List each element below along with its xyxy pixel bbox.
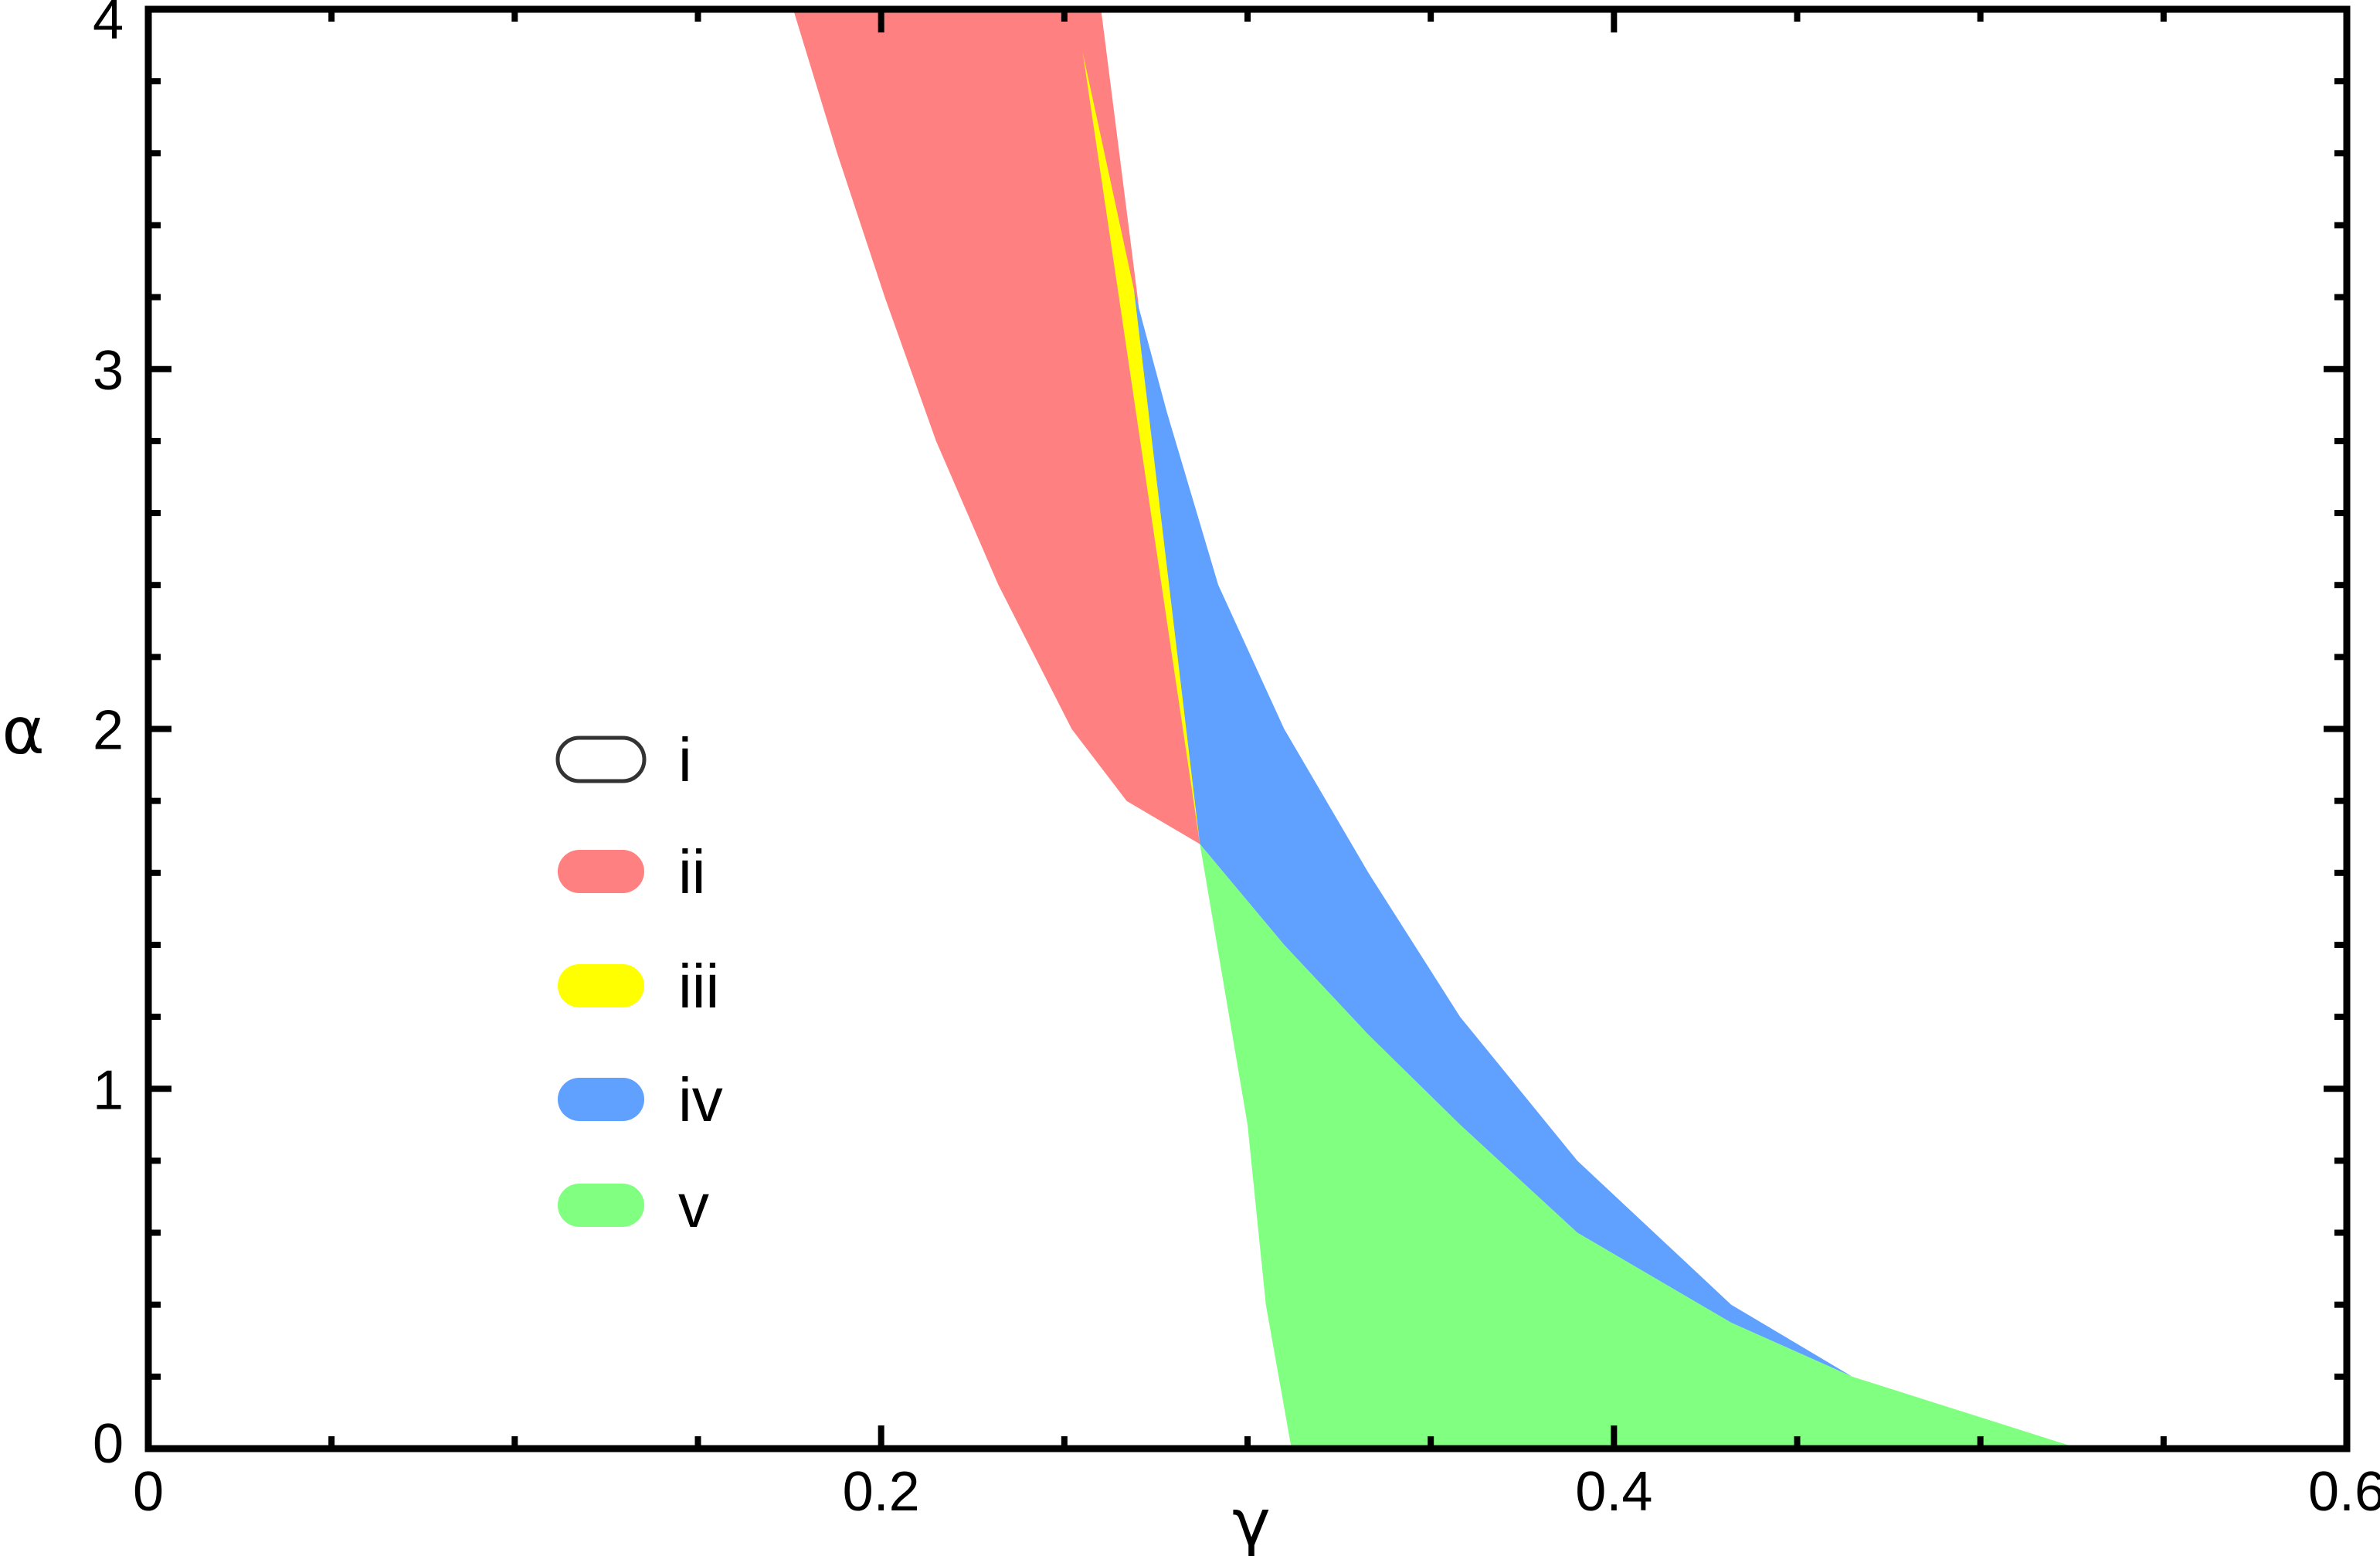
- legend-label-i: i: [678, 725, 692, 794]
- x-tick-label: 0.6: [2308, 1461, 2380, 1523]
- y-tick-label: 2: [93, 700, 124, 762]
- y-axis-title: α: [2, 693, 44, 769]
- legend-swatch-ii: [558, 850, 644, 893]
- legend-label-v: v: [678, 1171, 709, 1240]
- y-tick-label: 1: [93, 1059, 124, 1121]
- x-tick-label: 0.2: [843, 1461, 920, 1523]
- plot-frame: [144, 5, 2351, 1452]
- legend-swatch-iii: [558, 964, 644, 1007]
- legend-label-ii: ii: [678, 837, 706, 906]
- y-tick-label: 0: [93, 1413, 124, 1475]
- legend-swatch-i: [555, 736, 647, 783]
- x-tick-label: 0: [133, 1461, 164, 1523]
- region-iii: [1082, 52, 1200, 844]
- legend-swatch-iv: [558, 1078, 644, 1121]
- x-tick-label: 0.4: [1575, 1461, 1652, 1523]
- tick-labels: 0 0.2 0.4 0.6 0 1 2 3 4: [93, 0, 2380, 1523]
- region-ii: [793, 9, 1200, 844]
- x-axis-title: γ: [1232, 1485, 1271, 1556]
- y-tick-label: 4: [93, 0, 124, 51]
- y-tick-label: 3: [93, 340, 124, 402]
- phase-regions: [793, 9, 2080, 1449]
- region-v: [1200, 844, 2080, 1449]
- legend-label-iii: iii: [678, 952, 719, 1021]
- legend-swatch-v: [558, 1184, 644, 1227]
- region-iv: [1134, 290, 2080, 1449]
- legend-label-iv: iv: [678, 1065, 723, 1134]
